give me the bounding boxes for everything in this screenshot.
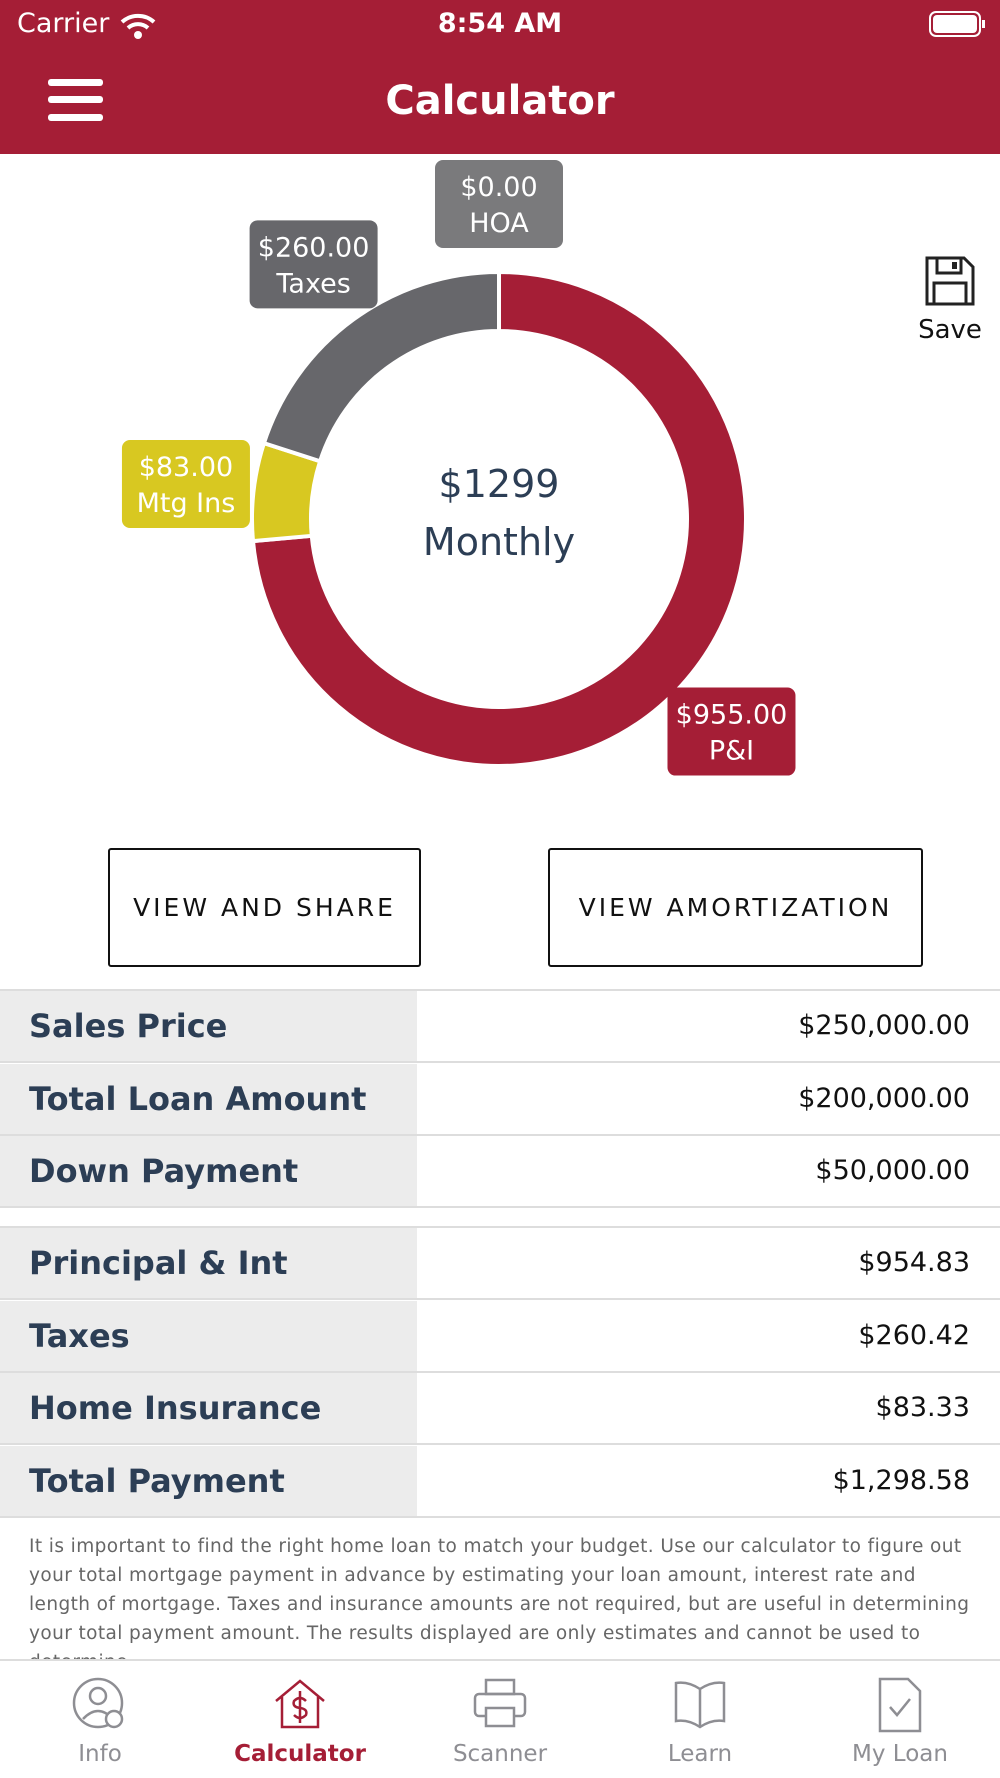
slice-category-label: HOA (469, 208, 529, 239)
tab-label: Learn (667, 1741, 733, 1767)
tab-icon (878, 1677, 922, 1733)
tab[interactable]: Calculator (200, 1661, 400, 1778)
table-row: Total Loan Amount $200,000.00 (0, 1063, 1000, 1136)
header: Carrier 8:54 AM Calculator (0, 0, 1000, 154)
table-row: Home Insurance $83.33 (0, 1373, 1000, 1445)
header-title: Calculator (385, 78, 615, 124)
menu-button[interactable] (48, 79, 103, 121)
view-share-button[interactable]: VIEW AND SHARE (108, 848, 421, 967)
tab-label: My Loan (852, 1741, 948, 1767)
table-divider (0, 1226, 1000, 1228)
slice-label-box (667, 687, 796, 776)
tab-icon (674, 1681, 726, 1729)
row-label: Taxes (0, 1300, 417, 1371)
slice-value-label: $260.00 (258, 232, 370, 263)
tab-icon (473, 1678, 527, 1728)
slice-value-label: $83.00 (139, 452, 233, 483)
tab-bar: Info Calculator Scanner Learn My Loan (0, 1659, 1000, 1778)
table-row: Down Payment $50,000.00 (0, 1136, 1000, 1208)
table-row: Sales Price $250,000.00 (0, 991, 1000, 1063)
tab-icon (72, 1677, 124, 1729)
row-label: Principal & Int (0, 1228, 417, 1298)
row-label: Home Insurance (0, 1373, 417, 1443)
table-row: Principal & Int $954.83 (0, 1228, 1000, 1300)
row-value: $260.42 (858, 1319, 970, 1351)
donut-slice (250, 269, 748, 768)
tab-label: Info (78, 1741, 122, 1767)
save-label: Save (918, 315, 982, 345)
slice-label-box (249, 220, 378, 309)
row-value: $250,000.00 (798, 1010, 970, 1041)
save-button[interactable]: Save (905, 255, 995, 345)
wifi-icon (120, 13, 156, 39)
battery-icon (929, 11, 985, 37)
row-label: Sales Price (0, 991, 417, 1061)
view-amortization-button[interactable]: VIEW AMORTIZATION (548, 848, 923, 967)
tab[interactable]: Learn (600, 1661, 800, 1778)
center-sublabel: Monthly (423, 520, 575, 564)
tab[interactable]: Info (0, 1661, 200, 1778)
slice-category-label: Mtg Ins (137, 488, 236, 519)
time: 8:54 AM (437, 8, 563, 39)
tab[interactable]: My Loan (800, 1661, 1000, 1778)
row-value: $200,000.00 (798, 1082, 970, 1114)
slice-value-label: $0.00 (460, 172, 537, 203)
table-row: Taxes $260.42 (0, 1300, 1000, 1373)
row-value: $50,000.00 (815, 1155, 970, 1186)
carrier: Carrier (17, 8, 110, 39)
table-row: Total Payment $1,298.58 (0, 1445, 1000, 1518)
tab-label: Calculator (234, 1741, 366, 1767)
slice-label-box (435, 160, 563, 248)
tab-icon (275, 1679, 325, 1729)
slice-category-label: P&I (709, 736, 754, 767)
donut-chart: $955.00 P&I $83.00 Mtg Ins $260.00 Taxes $0.00… (121, 160, 796, 776)
disclaimer: It is important to find the right home l… (29, 1536, 970, 1673)
row-value: $1,298.58 (832, 1464, 970, 1496)
row-label: Total Loan Amount (0, 1063, 417, 1134)
tab-label: Scanner (452, 1741, 548, 1767)
row-label: Down Payment (0, 1136, 417, 1206)
row-value: $83.33 (875, 1392, 970, 1423)
row-value: $954.83 (858, 1247, 970, 1278)
slice-category-label: Taxes (275, 268, 350, 299)
save-icon (925, 256, 975, 306)
row-label: Total Payment (0, 1445, 417, 1516)
tab[interactable]: Scanner (400, 1661, 600, 1778)
table-divider (0, 989, 1000, 991)
slice-label-box (121, 440, 250, 529)
center-label: $1299 (439, 462, 560, 506)
slice-value-label: $955.00 (676, 700, 788, 731)
